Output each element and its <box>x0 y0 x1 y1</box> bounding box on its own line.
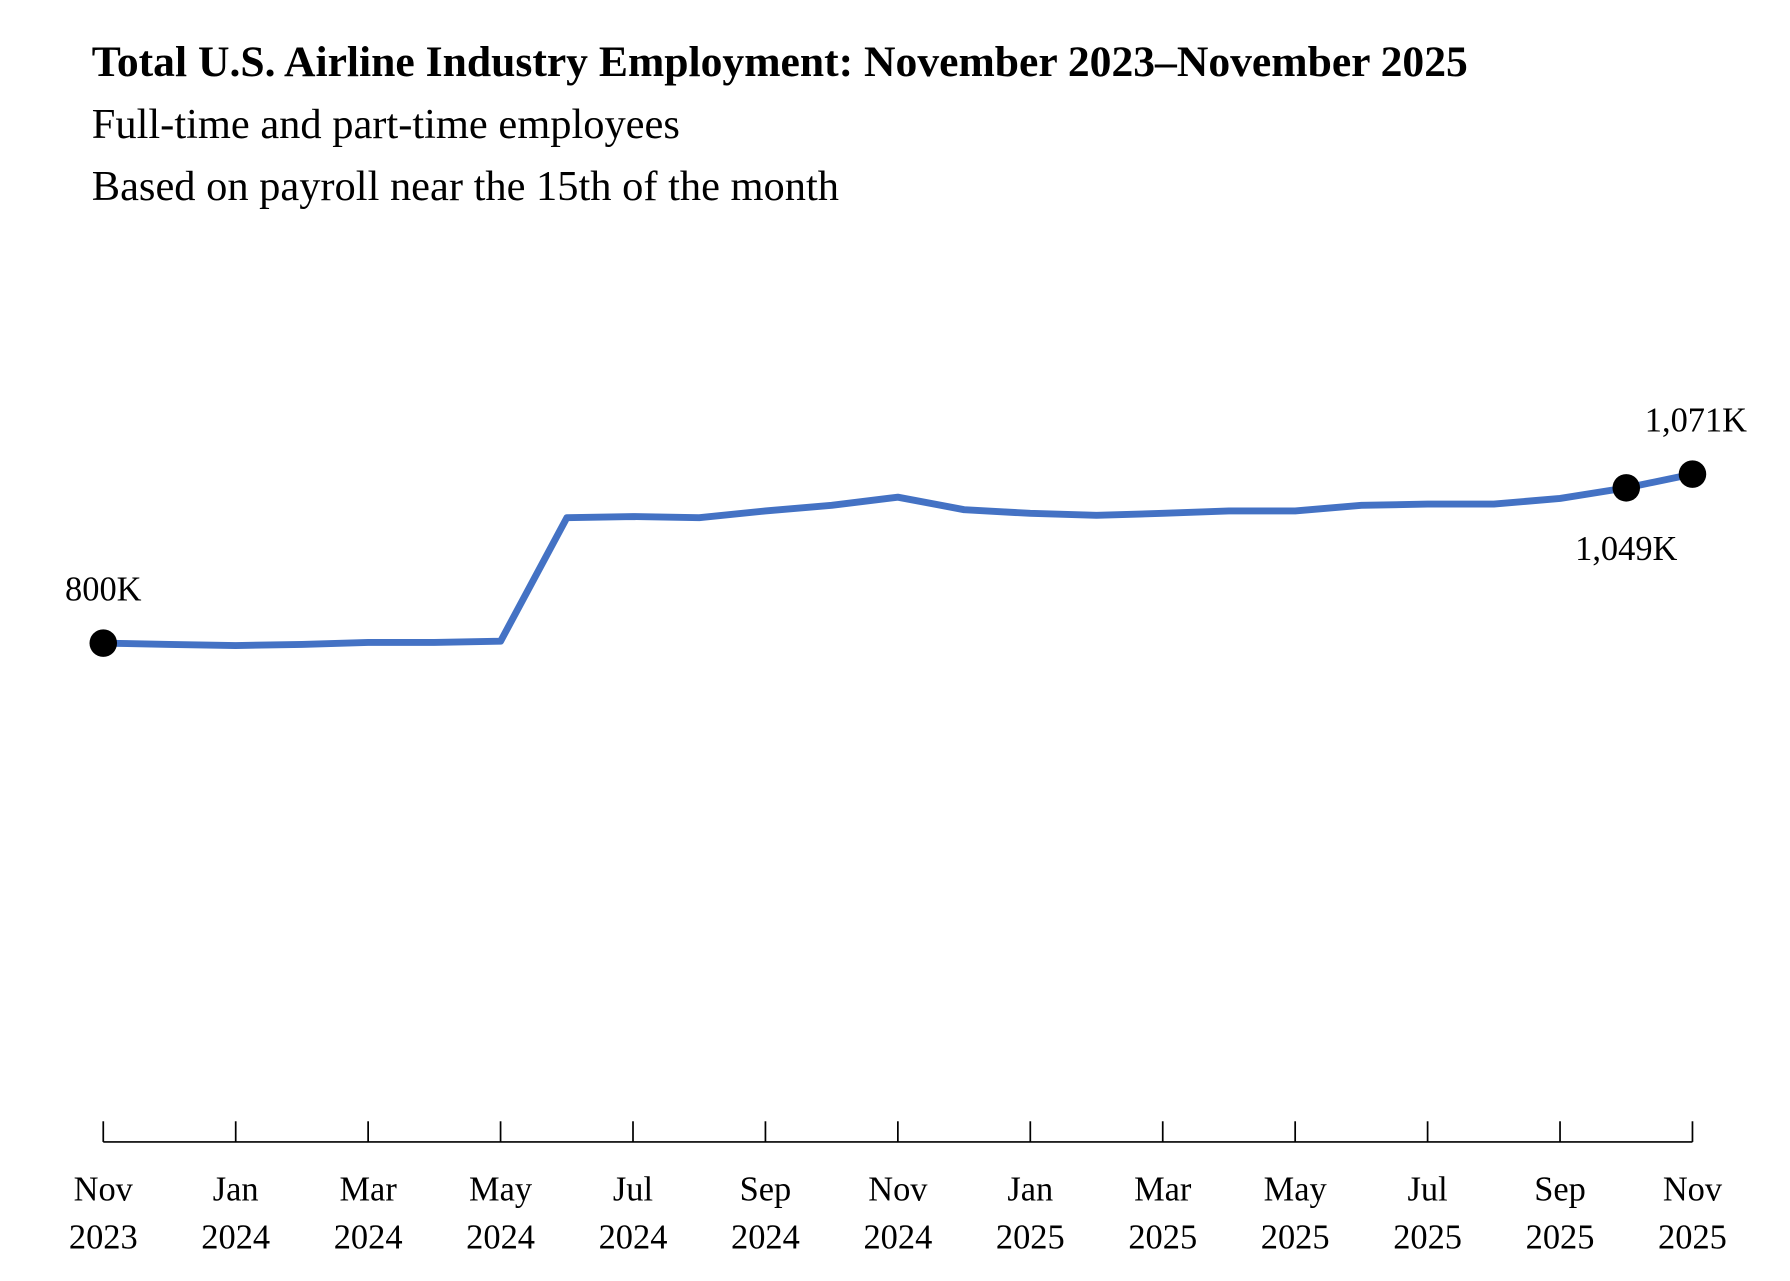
data-point-marker <box>89 629 118 657</box>
chart-subtitle-1: Full-time and part-time employees <box>92 101 680 148</box>
x-tick-label-year: 2025 <box>996 1219 1065 1257</box>
x-tick-label-month: Mar <box>1134 1170 1192 1208</box>
data-point-marker <box>1612 474 1641 502</box>
data-point-marker <box>1678 460 1707 488</box>
x-tick-label-month: Jan <box>213 1170 259 1208</box>
x-tick-label-month: Sep <box>740 1170 792 1208</box>
x-tick-label-year: 2025 <box>1393 1219 1462 1257</box>
x-tick-label-year: 2025 <box>1261 1219 1330 1257</box>
x-tick-label-month: Sep <box>1534 1170 1586 1208</box>
series-line <box>103 470 1694 649</box>
x-tick-label-year: 2025 <box>1128 1219 1197 1257</box>
chart-subtitle-2: Based on payroll near the 15th of the mo… <box>92 163 839 210</box>
data-label: 800K <box>65 571 142 609</box>
x-tick-label-year: 2024 <box>731 1219 800 1257</box>
x-tick-label-year: 2024 <box>599 1219 668 1257</box>
x-tick-label-month: May <box>1264 1170 1328 1208</box>
x-tick-label-year: 2024 <box>334 1219 403 1257</box>
x-tick-label-year: 2024 <box>466 1219 535 1257</box>
x-tick-label-month: Jul <box>1408 1170 1448 1208</box>
x-tick-label-month: Mar <box>339 1170 397 1208</box>
data-label: 1,071K <box>1645 402 1747 440</box>
x-tick-label-year: 2025 <box>1526 1219 1595 1257</box>
x-tick-label-year: 2025 <box>1658 1219 1727 1257</box>
x-tick-label-year: 2023 <box>69 1219 138 1257</box>
x-tick-label-month: May <box>469 1170 533 1208</box>
x-tick-label-month: Nov <box>1663 1170 1723 1208</box>
x-tick-label-month: Nov <box>74 1170 134 1208</box>
x-tick-label-month: Jan <box>1007 1170 1053 1208</box>
x-tick-label-year: 2024 <box>201 1219 270 1257</box>
chart-title: Total U.S. Airline Industry Employment: … <box>92 38 1468 86</box>
data-label: 1,049K <box>1575 530 1677 568</box>
x-tick-label-month: Nov <box>868 1170 928 1208</box>
x-tick-label-year: 2024 <box>863 1219 932 1257</box>
x-tick-label-month: Jul <box>613 1170 653 1208</box>
